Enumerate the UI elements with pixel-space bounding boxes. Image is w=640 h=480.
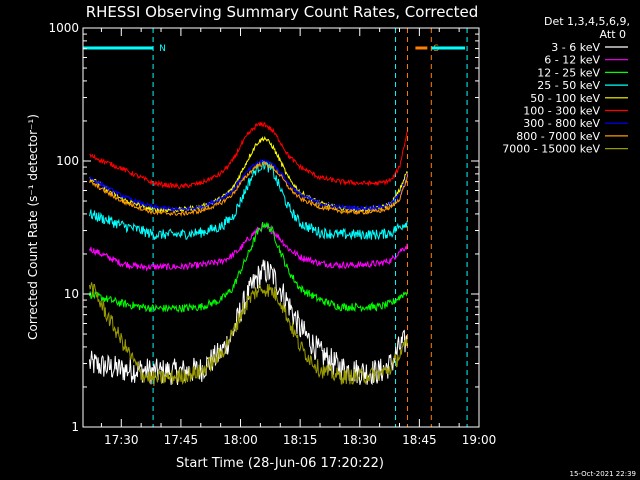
y-tick-label: 1000 xyxy=(48,21,79,35)
y-tick-label: 100 xyxy=(56,154,79,168)
legend-entry-label: 6 - 12 keV xyxy=(544,54,600,67)
legend-entry-label: 100 - 300 keV xyxy=(523,105,600,118)
legend-entry-label: 7000 - 15000 keV xyxy=(502,143,600,156)
footer-timestamp: 15-Oct-2021 22:39 xyxy=(570,470,636,478)
series-line-7 xyxy=(89,160,408,217)
y-tick-label: 1 xyxy=(71,420,79,434)
series-line-2 xyxy=(89,222,408,313)
x-axis-label: Start Time (28-Jun-06 17:20:22) xyxy=(176,456,384,471)
data-layer: NS xyxy=(83,28,468,427)
legend-entry-label: 12 - 25 keV xyxy=(537,66,600,79)
legend-entry-label: 3 - 6 keV xyxy=(551,41,600,54)
flag-label-0: N xyxy=(159,44,166,54)
legend-header-line-2: Att 0 xyxy=(600,28,626,41)
x-tick-label: 19:00 xyxy=(462,433,497,447)
legend-header-line-1: Det 1,3,4,5,6,9, xyxy=(544,15,630,28)
y-axis-label: Corrected Count Rate (s⁻¹ detector⁻¹) xyxy=(26,114,40,340)
x-tick-label: 18:00 xyxy=(223,433,258,447)
x-tick-label: 17:30 xyxy=(104,433,139,447)
series-line-6 xyxy=(89,158,408,213)
legend-entry-label: 50 - 100 keV xyxy=(530,92,600,105)
chart-title: RHESSI Observing Summary Count Rates, Co… xyxy=(86,3,479,21)
plot-frame xyxy=(82,27,480,428)
legend-entry-label: 300 - 800 keV xyxy=(523,117,600,130)
series-line-8 xyxy=(89,282,408,387)
legend-entry-label: 25 - 50 keV xyxy=(537,79,600,92)
series-line-0 xyxy=(89,259,408,386)
series-line-1 xyxy=(89,223,408,272)
x-tick-label: 18:15 xyxy=(283,433,318,447)
axes-layer: 1 10 100 1000 17:30 17:45 18:00 18:15 18:30 18:45… xyxy=(48,21,496,447)
y-tick-label: 10 xyxy=(64,287,79,301)
series-line-5 xyxy=(89,120,408,190)
x-tick-label: 18:45 xyxy=(402,433,437,447)
x-tick-label: 18:30 xyxy=(342,433,377,447)
series-line-3 xyxy=(89,159,408,241)
legend-entry-label: 800 - 7000 keV xyxy=(516,130,600,143)
x-tick-label: 17:45 xyxy=(164,433,199,447)
